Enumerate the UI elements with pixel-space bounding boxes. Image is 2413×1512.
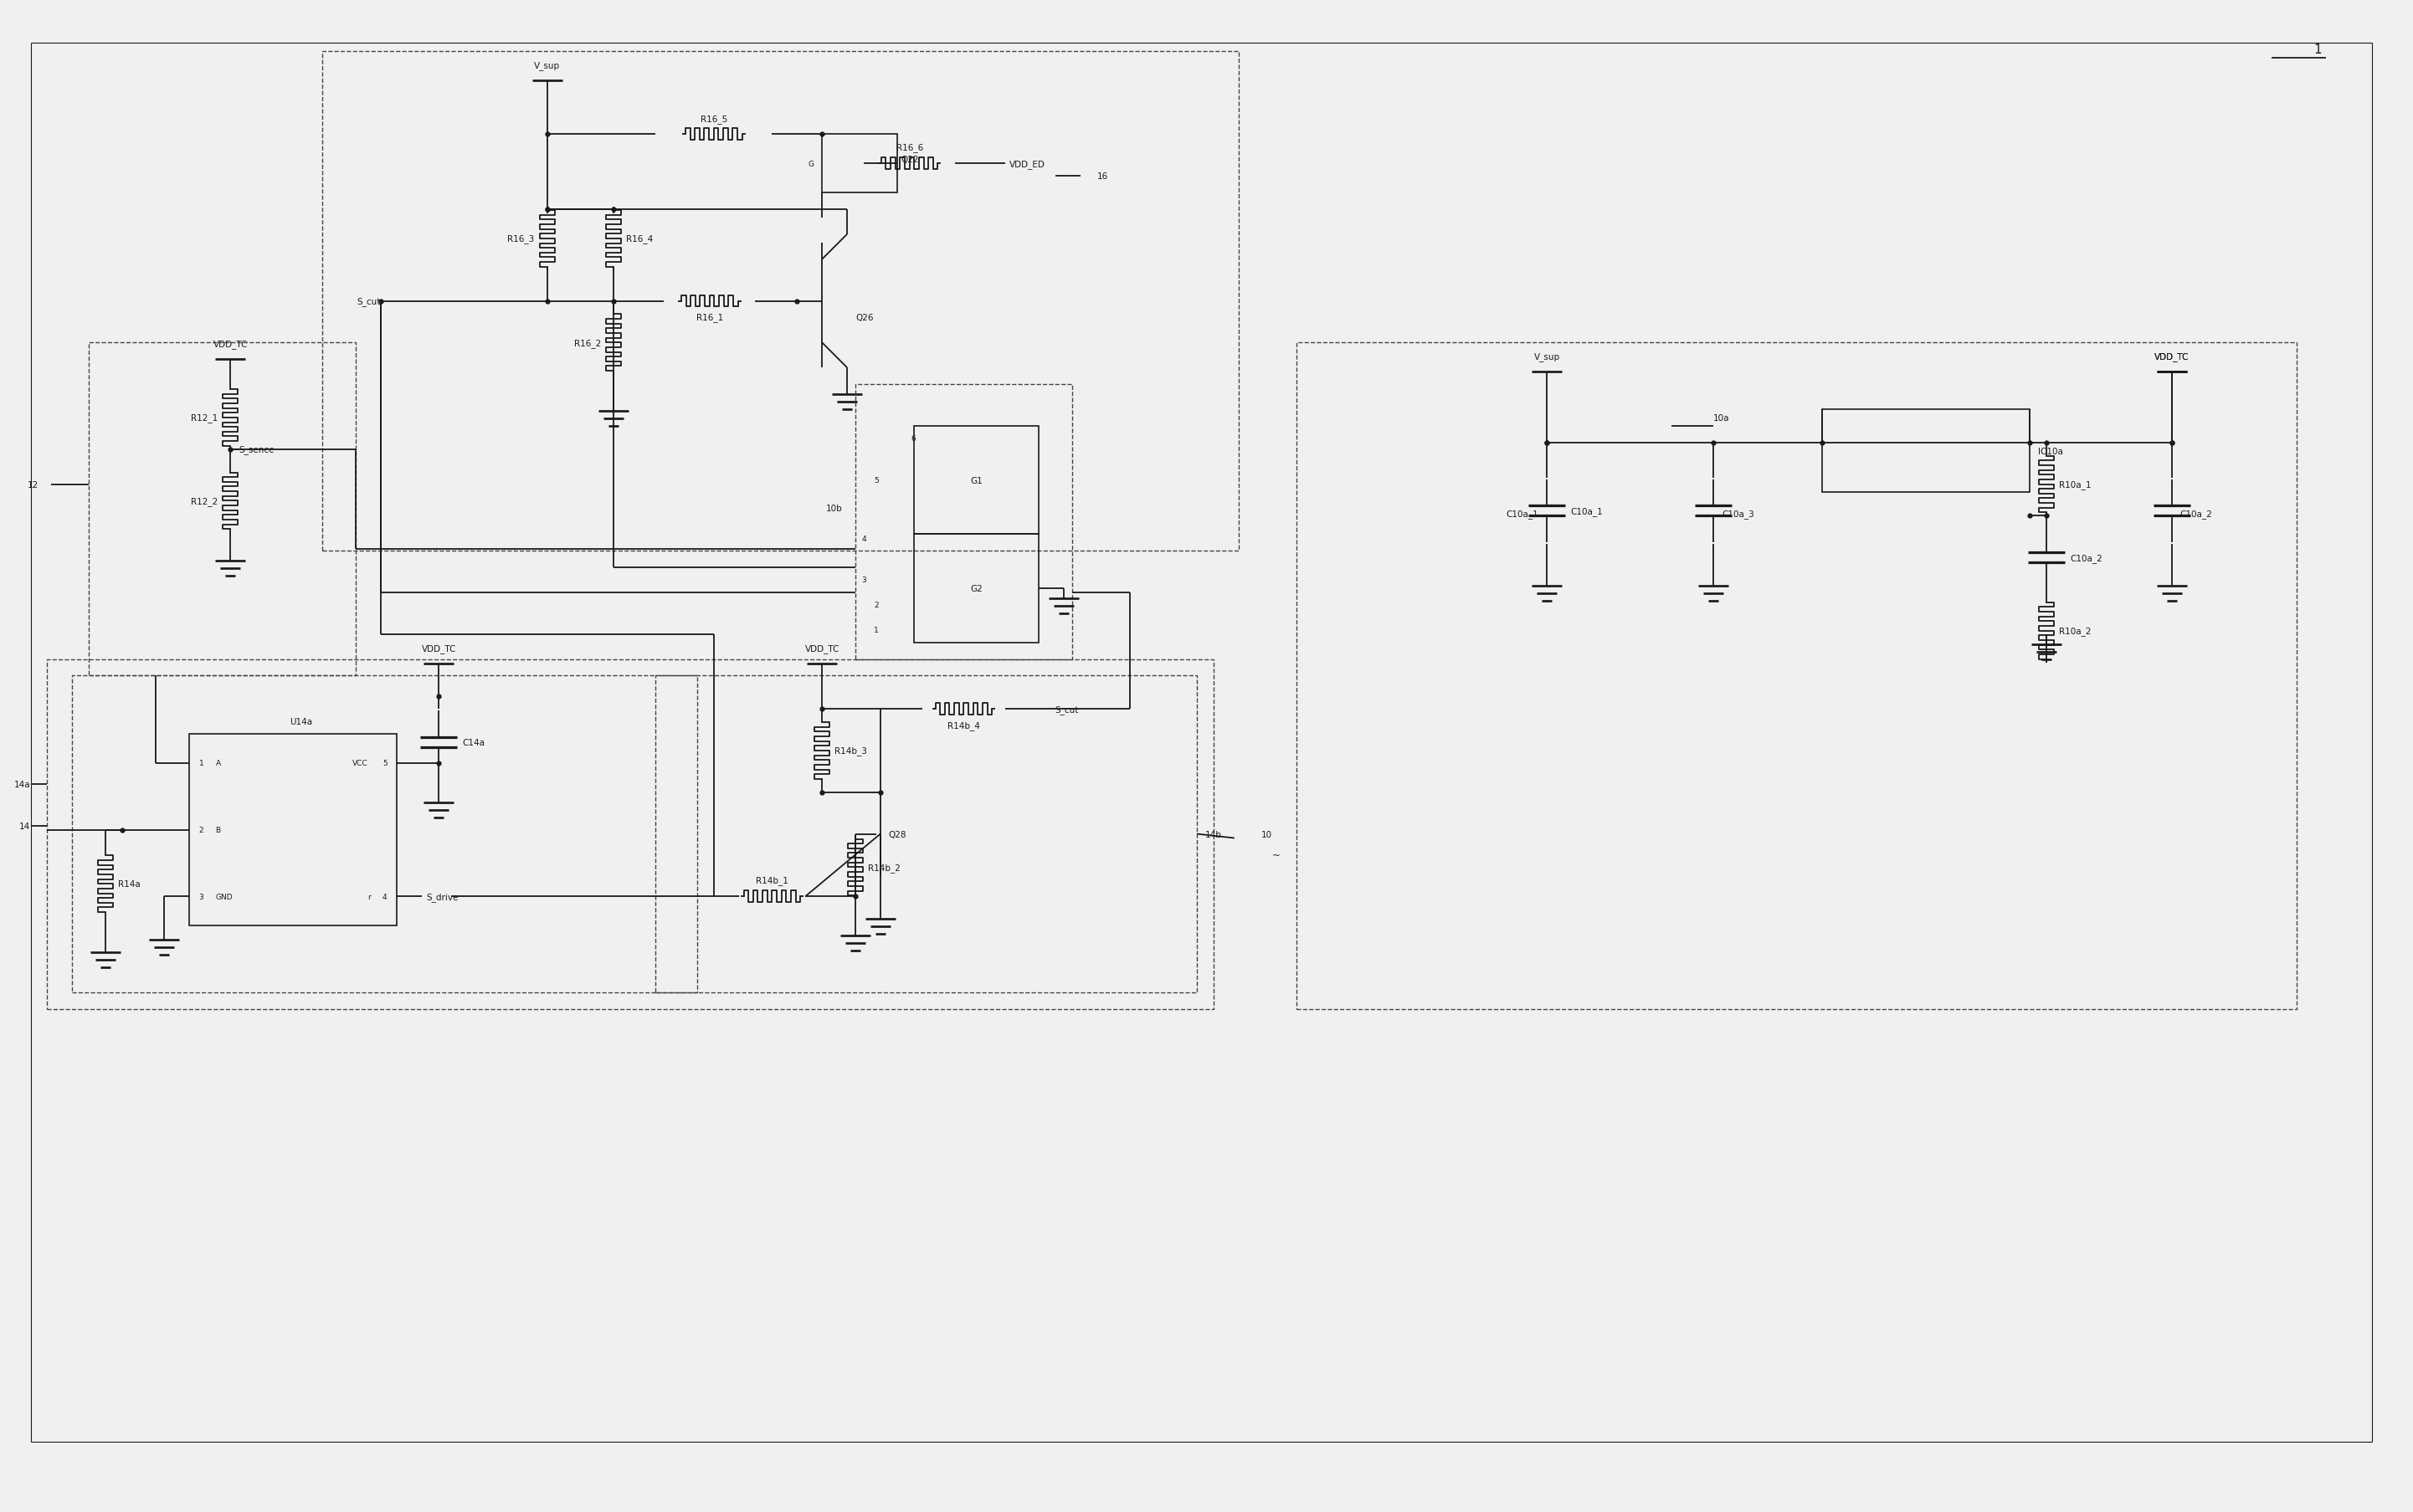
Text: IC10a: IC10a [2039, 448, 2063, 455]
Text: C14a: C14a [463, 738, 485, 747]
Text: 1: 1 [874, 626, 878, 634]
Text: S_sence: S_sence [239, 445, 275, 454]
Text: R14b_3: R14b_3 [835, 747, 866, 756]
Text: B: B [215, 827, 220, 833]
Text: Q22: Q22 [900, 156, 919, 165]
Text: G1: G1 [970, 476, 982, 485]
Text: R14a: R14a [118, 880, 140, 889]
Text: VDD_ED: VDD_ED [1009, 160, 1045, 169]
Text: R16_6: R16_6 [895, 144, 924, 153]
Text: 14a: 14a [14, 780, 31, 788]
Text: ~: ~ [1272, 850, 1281, 860]
Text: R16_1: R16_1 [695, 313, 724, 322]
Text: 1: 1 [2314, 44, 2321, 56]
Text: R16_2: R16_2 [574, 339, 601, 348]
Text: S_drive: S_drive [427, 892, 458, 901]
Text: U14a: U14a [290, 718, 314, 726]
Text: R12_2: R12_2 [191, 497, 217, 507]
Text: Q26: Q26 [854, 314, 874, 322]
Text: VDD_TC: VDD_TC [804, 644, 840, 653]
Text: S_cut: S_cut [357, 296, 381, 305]
Text: R10a_2: R10a_2 [2058, 626, 2092, 635]
Text: VDD_TC: VDD_TC [212, 340, 249, 349]
Text: R14b_4: R14b_4 [948, 721, 980, 730]
Text: VDD_TC: VDD_TC [422, 644, 456, 653]
Text: G: G [808, 160, 813, 168]
Text: C10a_1: C10a_1 [1571, 507, 1602, 516]
Text: C10a_2: C10a_2 [2179, 510, 2213, 519]
Text: 3: 3 [861, 576, 866, 584]
Text: 2: 2 [198, 827, 203, 833]
Text: r: r [367, 894, 372, 901]
Text: C10a_1: C10a_1 [1506, 510, 1539, 519]
Text: 3: 3 [198, 894, 203, 901]
Text: Q28: Q28 [888, 830, 907, 839]
Text: 4: 4 [381, 894, 386, 901]
Text: V_sup: V_sup [1535, 352, 1559, 361]
Text: R10a_1: R10a_1 [2058, 481, 2092, 490]
Text: R14b_1: R14b_1 [755, 875, 789, 885]
Text: G2: G2 [970, 585, 982, 593]
Text: VDD_TC: VDD_TC [2155, 352, 2189, 361]
Text: 5: 5 [381, 759, 386, 767]
Text: C10a_3: C10a_3 [1723, 510, 1754, 519]
Text: 10: 10 [1262, 830, 1272, 839]
Text: VCC: VCC [352, 759, 367, 767]
Text: 5: 5 [874, 476, 878, 484]
Text: 4: 4 [861, 535, 866, 543]
Text: R16_3: R16_3 [507, 234, 536, 243]
Text: 14: 14 [19, 821, 31, 830]
Text: S_cut: S_cut [1054, 705, 1079, 714]
Text: VDD_TC: VDD_TC [2155, 352, 2189, 361]
Text: R12_1: R12_1 [191, 413, 217, 422]
Text: 12: 12 [29, 481, 39, 488]
Text: V_sup: V_sup [533, 60, 560, 70]
Text: 16: 16 [1098, 172, 1108, 181]
Text: C10a_2: C10a_2 [2070, 553, 2102, 562]
Text: 10b: 10b [825, 503, 842, 513]
Text: 1: 1 [198, 759, 203, 767]
Text: 6: 6 [912, 435, 917, 443]
Text: 2: 2 [874, 602, 878, 609]
Text: R14b_2: R14b_2 [869, 863, 900, 872]
Text: 10a: 10a [1713, 414, 1730, 422]
Text: 14b: 14b [1204, 830, 1221, 839]
Text: A: A [215, 759, 220, 767]
Text: R16_5: R16_5 [700, 115, 726, 124]
Text: R16_4: R16_4 [627, 234, 654, 243]
Text: GND: GND [215, 894, 232, 901]
